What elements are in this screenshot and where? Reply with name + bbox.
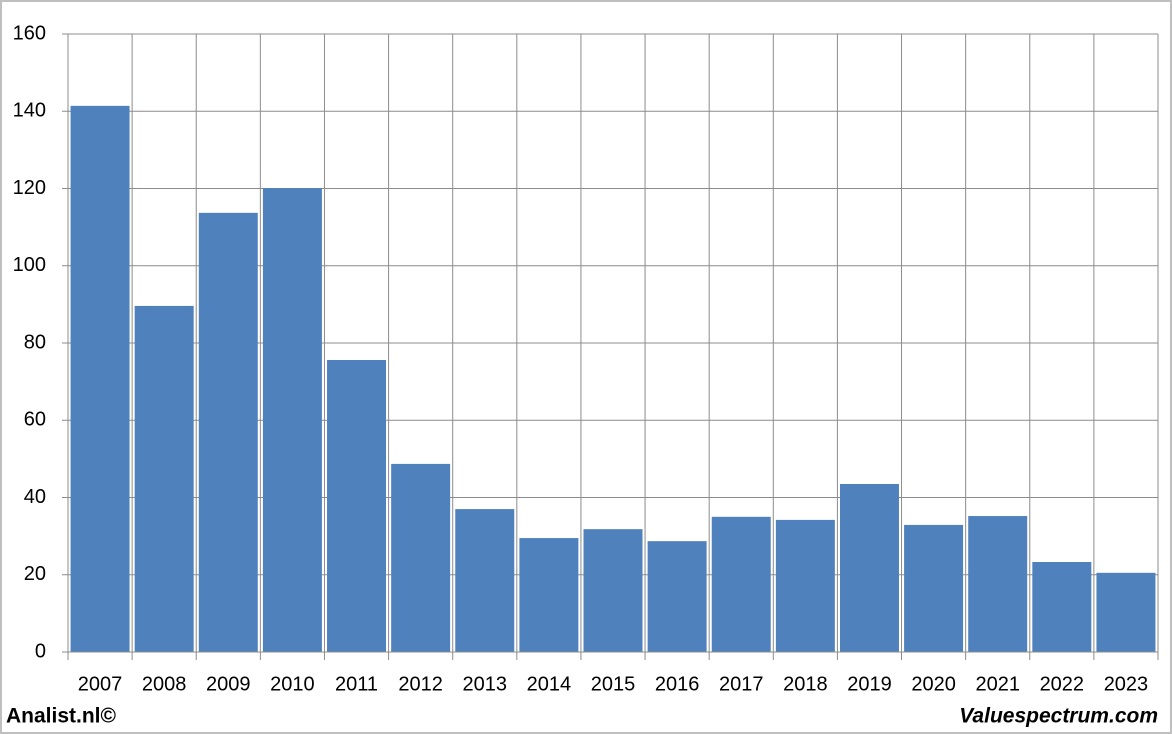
bar <box>327 359 387 652</box>
y-tick-label: 80 <box>24 331 46 353</box>
y-tick-label: 20 <box>24 563 46 585</box>
y-tick-label: 60 <box>24 409 46 431</box>
bar <box>262 188 322 652</box>
bar <box>519 538 579 652</box>
x-tick-label: 2023 <box>1104 673 1149 695</box>
bar <box>968 516 1028 652</box>
bar <box>1032 562 1092 652</box>
x-tick-label: 2012 <box>398 673 443 695</box>
x-tick-label: 2022 <box>1040 673 1085 695</box>
credit-right: Valuespectrum.com <box>959 705 1158 728</box>
x-tick-label: 2009 <box>206 673 251 695</box>
bar <box>134 305 194 652</box>
bar <box>1096 572 1156 652</box>
y-tick-label: 120 <box>13 177 46 199</box>
bar <box>198 212 258 653</box>
x-tick-label: 2010 <box>270 673 315 695</box>
x-tick-label: 2019 <box>847 673 892 695</box>
bar <box>391 463 451 652</box>
x-tick-label: 2011 <box>335 673 378 695</box>
bar <box>839 483 899 652</box>
x-tick-label: 2007 <box>78 673 123 695</box>
x-tick-label: 2015 <box>591 673 636 695</box>
bar <box>70 105 130 652</box>
x-tick-label: 2014 <box>527 673 572 695</box>
bar <box>647 541 707 652</box>
y-tick-label: 40 <box>24 486 46 508</box>
bar <box>583 529 643 652</box>
x-tick-label: 2013 <box>463 673 508 695</box>
x-tick-label: 2021 <box>975 673 1020 695</box>
x-tick-label: 2018 <box>783 673 828 695</box>
x-tick-label: 2020 <box>911 673 956 695</box>
y-tick-label: 160 <box>13 22 46 44</box>
credit-left: Analist.nl© <box>6 705 117 728</box>
y-tick-label: 100 <box>13 254 46 276</box>
y-tick-label: 0 <box>35 640 46 662</box>
bar <box>711 516 771 652</box>
bar <box>775 519 835 652</box>
bar <box>455 509 515 652</box>
x-tick-label: 2017 <box>719 673 764 695</box>
x-tick-label: 2008 <box>142 673 187 695</box>
bar <box>904 524 964 652</box>
x-tick-label: 2016 <box>655 673 700 695</box>
y-tick-label: 140 <box>13 100 46 122</box>
